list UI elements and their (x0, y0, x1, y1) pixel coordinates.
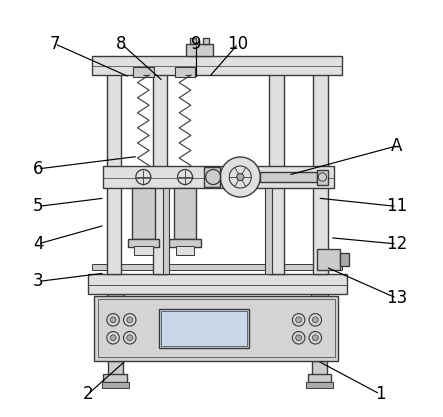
Circle shape (110, 317, 116, 323)
Bar (159, 309, 249, 348)
Bar (174, 188, 197, 239)
Bar (269, 65, 284, 274)
Bar (92, 264, 342, 270)
Bar (313, 65, 328, 274)
Bar (97, 299, 335, 357)
Circle shape (296, 335, 302, 341)
Bar (175, 67, 195, 77)
Bar (204, 166, 220, 188)
Bar (203, 38, 209, 44)
Bar (306, 382, 333, 388)
Bar (108, 361, 123, 375)
Text: 5: 5 (33, 197, 43, 216)
Bar (340, 253, 349, 266)
Bar (134, 246, 153, 255)
Circle shape (237, 173, 244, 181)
Text: A: A (391, 137, 402, 155)
Circle shape (127, 335, 133, 341)
Text: 10: 10 (228, 35, 249, 53)
Text: 7: 7 (50, 35, 60, 53)
Text: 6: 6 (33, 160, 43, 178)
Bar (92, 56, 342, 75)
Text: 11: 11 (386, 197, 407, 216)
Bar (107, 294, 124, 361)
Bar (186, 44, 213, 56)
Bar (128, 239, 159, 247)
Text: 13: 13 (386, 289, 407, 307)
Bar (311, 294, 328, 361)
Bar (161, 311, 246, 346)
Text: 2: 2 (83, 385, 93, 403)
Text: 4: 4 (33, 235, 43, 253)
Circle shape (312, 335, 318, 341)
Bar (107, 65, 121, 274)
Bar (169, 239, 201, 247)
Bar (153, 65, 167, 274)
Bar (163, 188, 169, 274)
Text: 12: 12 (386, 235, 407, 253)
Text: 8: 8 (116, 35, 127, 53)
Circle shape (296, 317, 302, 323)
Bar (132, 188, 155, 239)
Circle shape (110, 335, 116, 341)
Circle shape (312, 317, 318, 323)
Bar (88, 274, 346, 294)
Bar (318, 170, 328, 184)
Bar (318, 249, 340, 270)
Text: 9: 9 (191, 35, 202, 53)
Bar (265, 188, 272, 274)
Bar (312, 361, 327, 375)
Bar (308, 374, 331, 382)
Bar (94, 296, 338, 361)
Bar (175, 246, 194, 255)
Text: 3: 3 (33, 272, 43, 291)
Bar (260, 172, 318, 182)
Bar (133, 67, 154, 77)
Bar (102, 382, 128, 388)
Circle shape (220, 157, 260, 197)
Text: 1: 1 (375, 385, 385, 403)
Bar (190, 38, 197, 44)
Bar (103, 166, 334, 188)
Circle shape (127, 317, 133, 323)
Bar (104, 374, 127, 382)
